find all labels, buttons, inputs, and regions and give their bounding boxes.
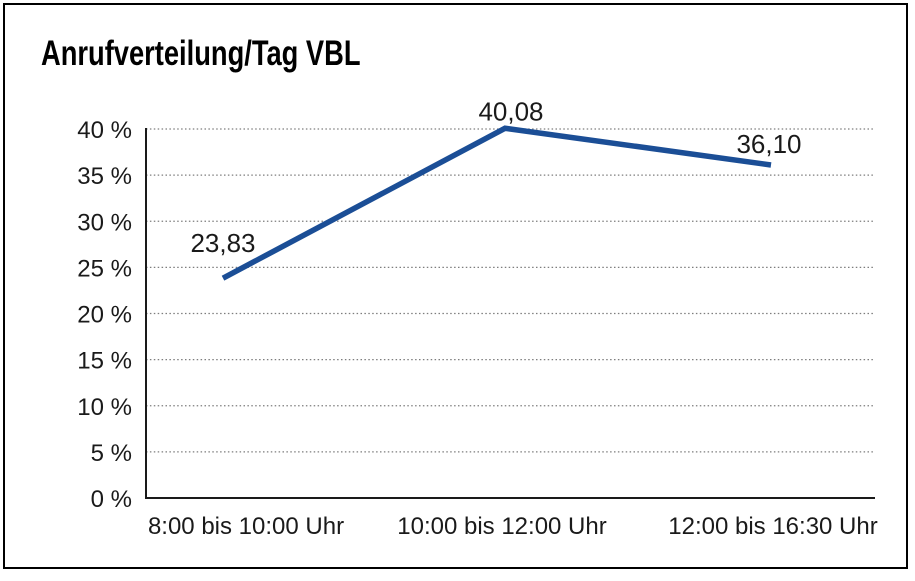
x-category-label: 12:00 bis 16:30 Uhr [668,513,877,540]
data-line [221,125,772,281]
line-chart: 0 % 5 % 10 % 15 % 20 % 25 % 30 % 35 % 40 % 8:00 b… [77,96,877,540]
y-tick-label: 40 % [77,117,132,144]
y-tick-label: 10 % [77,394,132,421]
y-tick-label: 20 % [77,302,132,329]
chart-title: Anrufverteilung/Tag VBL [41,34,361,73]
x-category-label: 10:00 bis 12:00 Uhr [397,513,606,540]
y-tick-label: 0 % [91,486,132,513]
chart-frame: Anrufverteilung/Tag VBL 0 % 5 % 10 % 15 % 20… [3,3,908,569]
y-tick-label: 35 % [77,163,132,190]
y-tick-label: 25 % [77,255,132,282]
x-category-label: 8:00 bis 10:00 Uhr [148,513,344,540]
data-point-label: 40,08 [478,96,543,126]
y-tick-label: 5 % [91,440,132,467]
y-tick-label: 30 % [77,209,132,236]
y-tick-label: 15 % [77,348,132,375]
data-point-label: 23,83 [190,228,255,258]
data-point-label: 36,10 [736,129,801,159]
